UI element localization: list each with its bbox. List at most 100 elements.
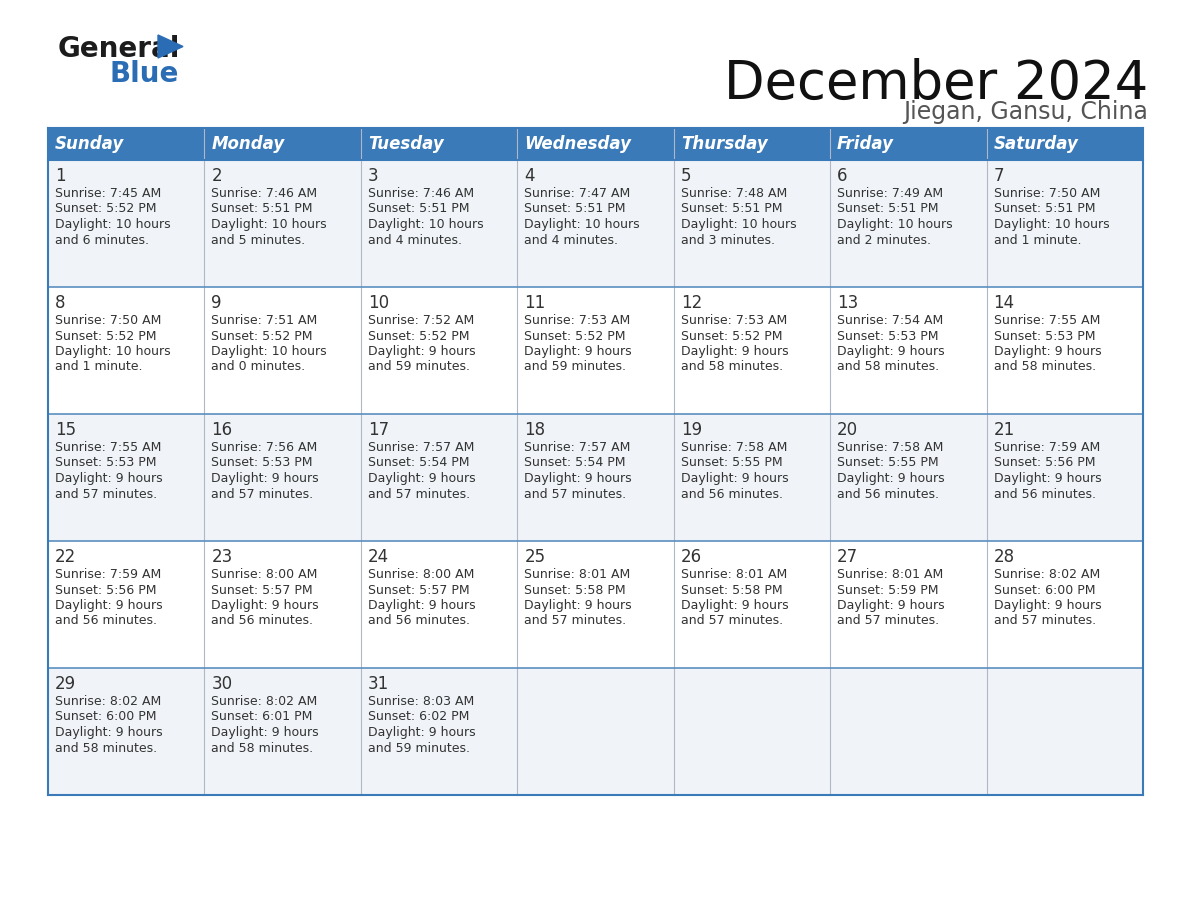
Text: Sunrise: 7:48 AM: Sunrise: 7:48 AM <box>681 187 786 200</box>
Text: and 58 minutes.: and 58 minutes. <box>993 361 1095 374</box>
Text: 22: 22 <box>55 548 76 566</box>
Text: Daylight: 9 hours: Daylight: 9 hours <box>368 345 475 358</box>
Bar <box>204 128 361 160</box>
Text: Sunrise: 8:01 AM: Sunrise: 8:01 AM <box>681 568 786 581</box>
Text: 16: 16 <box>211 421 233 439</box>
Text: 21: 21 <box>993 421 1015 439</box>
Bar <box>204 414 361 541</box>
Text: Sunset: 6:02 PM: Sunset: 6:02 PM <box>368 711 469 723</box>
Text: Sunrise: 7:54 AM: Sunrise: 7:54 AM <box>838 314 943 327</box>
Bar <box>204 668 361 795</box>
Text: and 0 minutes.: and 0 minutes. <box>211 361 305 374</box>
Text: 31: 31 <box>368 675 390 693</box>
Text: Daylight: 9 hours: Daylight: 9 hours <box>368 472 475 485</box>
Text: Daylight: 9 hours: Daylight: 9 hours <box>55 726 163 739</box>
Text: 17: 17 <box>368 421 388 439</box>
Bar <box>517 668 674 795</box>
Text: 20: 20 <box>838 421 858 439</box>
Text: and 57 minutes.: and 57 minutes. <box>55 487 157 500</box>
Bar <box>48 128 204 160</box>
Text: Sunset: 5:55 PM: Sunset: 5:55 PM <box>838 456 939 469</box>
Bar <box>986 160 1143 287</box>
Bar <box>674 668 830 795</box>
Text: Daylight: 9 hours: Daylight: 9 hours <box>524 345 632 358</box>
Text: Daylight: 9 hours: Daylight: 9 hours <box>368 599 475 612</box>
Bar <box>674 160 830 287</box>
Text: Sunset: 5:57 PM: Sunset: 5:57 PM <box>368 584 469 597</box>
Text: 24: 24 <box>368 548 388 566</box>
Text: Sunday: Sunday <box>55 135 125 153</box>
Text: Daylight: 9 hours: Daylight: 9 hours <box>524 599 632 612</box>
Text: Wednesday: Wednesday <box>524 135 631 153</box>
Text: Sunrise: 7:46 AM: Sunrise: 7:46 AM <box>211 187 317 200</box>
Bar <box>48 287 204 414</box>
Text: Sunset: 5:54 PM: Sunset: 5:54 PM <box>368 456 469 469</box>
Text: Daylight: 9 hours: Daylight: 9 hours <box>838 472 944 485</box>
Text: Sunset: 6:00 PM: Sunset: 6:00 PM <box>55 711 157 723</box>
Text: 4: 4 <box>524 167 535 185</box>
Text: and 58 minutes.: and 58 minutes. <box>55 742 157 755</box>
Text: Daylight: 10 hours: Daylight: 10 hours <box>368 218 484 231</box>
Text: Daylight: 9 hours: Daylight: 9 hours <box>838 345 944 358</box>
Bar <box>674 128 830 160</box>
Text: Sunrise: 8:02 AM: Sunrise: 8:02 AM <box>993 568 1100 581</box>
Text: and 56 minutes.: and 56 minutes. <box>211 614 314 628</box>
Text: Sunset: 5:53 PM: Sunset: 5:53 PM <box>838 330 939 342</box>
Text: Daylight: 9 hours: Daylight: 9 hours <box>368 726 475 739</box>
Text: Sunset: 5:51 PM: Sunset: 5:51 PM <box>681 203 782 216</box>
Bar <box>204 541 361 668</box>
Text: Sunrise: 7:55 AM: Sunrise: 7:55 AM <box>993 314 1100 327</box>
Text: Daylight: 9 hours: Daylight: 9 hours <box>55 599 163 612</box>
Bar <box>830 128 986 160</box>
Text: Sunset: 5:53 PM: Sunset: 5:53 PM <box>55 456 157 469</box>
Text: 10: 10 <box>368 294 388 312</box>
Text: Sunset: 6:01 PM: Sunset: 6:01 PM <box>211 711 312 723</box>
Bar <box>48 541 204 668</box>
Text: Daylight: 9 hours: Daylight: 9 hours <box>211 726 320 739</box>
Bar <box>674 287 830 414</box>
Text: Daylight: 10 hours: Daylight: 10 hours <box>524 218 640 231</box>
Text: and 57 minutes.: and 57 minutes. <box>681 614 783 628</box>
Text: Sunrise: 7:53 AM: Sunrise: 7:53 AM <box>524 314 631 327</box>
Text: and 6 minutes.: and 6 minutes. <box>55 233 148 247</box>
Text: Sunrise: 7:58 AM: Sunrise: 7:58 AM <box>838 441 943 454</box>
Text: Sunset: 5:51 PM: Sunset: 5:51 PM <box>524 203 626 216</box>
Bar <box>48 414 204 541</box>
Text: 29: 29 <box>55 675 76 693</box>
Text: Daylight: 9 hours: Daylight: 9 hours <box>211 599 320 612</box>
Text: and 56 minutes.: and 56 minutes. <box>55 614 157 628</box>
Text: Sunset: 5:51 PM: Sunset: 5:51 PM <box>368 203 469 216</box>
Bar <box>830 541 986 668</box>
Text: Daylight: 10 hours: Daylight: 10 hours <box>211 218 327 231</box>
Text: Sunrise: 8:01 AM: Sunrise: 8:01 AM <box>524 568 631 581</box>
Text: Sunrise: 7:50 AM: Sunrise: 7:50 AM <box>993 187 1100 200</box>
Bar <box>830 668 986 795</box>
Text: 25: 25 <box>524 548 545 566</box>
Text: Sunset: 5:53 PM: Sunset: 5:53 PM <box>993 330 1095 342</box>
Text: Sunrise: 7:52 AM: Sunrise: 7:52 AM <box>368 314 474 327</box>
Text: Daylight: 10 hours: Daylight: 10 hours <box>838 218 953 231</box>
Bar <box>361 160 517 287</box>
Bar <box>361 128 517 160</box>
Text: Friday: Friday <box>838 135 895 153</box>
Text: and 58 minutes.: and 58 minutes. <box>838 361 940 374</box>
Text: Sunrise: 8:00 AM: Sunrise: 8:00 AM <box>368 568 474 581</box>
Text: and 57 minutes.: and 57 minutes. <box>211 487 314 500</box>
Text: Sunrise: 7:45 AM: Sunrise: 7:45 AM <box>55 187 162 200</box>
Text: Sunrise: 8:03 AM: Sunrise: 8:03 AM <box>368 695 474 708</box>
Text: and 56 minutes.: and 56 minutes. <box>681 487 783 500</box>
Bar <box>517 128 674 160</box>
Bar <box>986 414 1143 541</box>
Text: and 4 minutes.: and 4 minutes. <box>524 233 618 247</box>
Bar <box>517 414 674 541</box>
Text: Thursday: Thursday <box>681 135 767 153</box>
Text: 19: 19 <box>681 421 702 439</box>
Bar <box>674 541 830 668</box>
Bar <box>986 128 1143 160</box>
Text: 2: 2 <box>211 167 222 185</box>
Text: Sunset: 5:58 PM: Sunset: 5:58 PM <box>681 584 783 597</box>
Text: Sunset: 5:56 PM: Sunset: 5:56 PM <box>55 584 157 597</box>
Bar <box>830 287 986 414</box>
Text: and 56 minutes.: and 56 minutes. <box>838 487 940 500</box>
Text: Sunrise: 7:57 AM: Sunrise: 7:57 AM <box>524 441 631 454</box>
